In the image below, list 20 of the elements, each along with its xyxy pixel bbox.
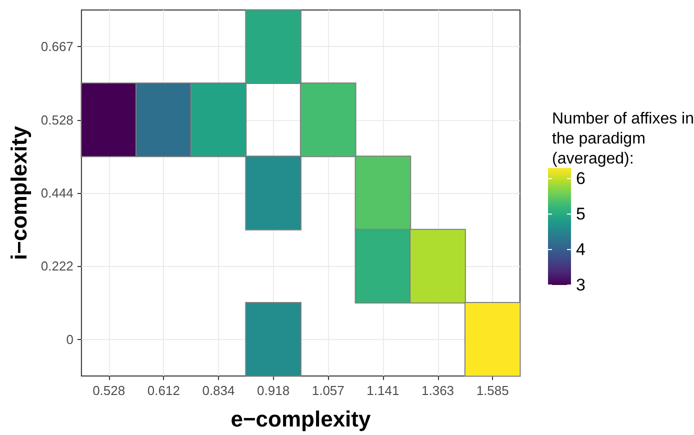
color-bar-label: 3	[576, 276, 586, 294]
color-bar-label: 4	[576, 240, 586, 260]
x-tick-label: 1.141	[366, 383, 400, 398]
x-tick-label: 0.528	[92, 383, 126, 398]
y-tick-label: 0	[66, 332, 74, 347]
y-axis-title: i−complexity	[6, 125, 32, 260]
y-tick-label: 0.222	[40, 258, 74, 274]
x-tick-label: 1.057	[312, 383, 344, 398]
y-tick-label: 0.528	[40, 112, 74, 128]
x-tick-label: 1.363	[421, 383, 454, 398]
x-tick-label: 0.834	[202, 383, 235, 398]
y-tick-label: 0.444	[40, 186, 74, 200]
x-tick-label: 0.612	[147, 383, 180, 398]
color-bar-label: 6	[576, 169, 586, 188]
y-tick-label: 0.667	[40, 39, 74, 54]
color-bar-title: Number of affixes in the paradigm (averaged):	[552, 110, 694, 168]
x-tick-label: 0.918	[257, 383, 290, 398]
x-axis-title: e−complexity	[230, 406, 372, 432]
x-tick-label: 1.585	[476, 383, 509, 398]
color-bar-label: 5	[576, 204, 586, 224]
